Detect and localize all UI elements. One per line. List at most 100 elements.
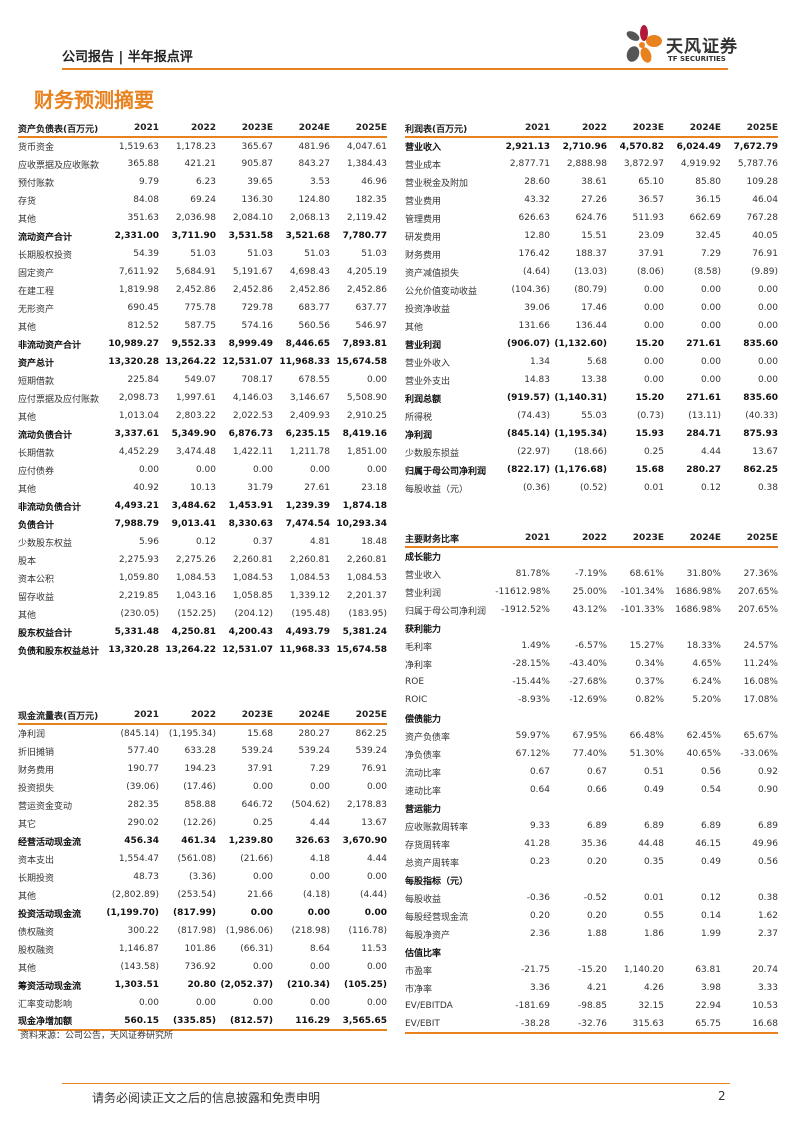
table-row: 在建工程 1,819.98 2,452.86 2,452.86 2,452.86 2,45… <box>18 281 387 299</box>
row-label: 市盈率 <box>405 966 433 977</box>
row-label: 资产减值损失 <box>405 268 460 279</box>
cell-value: 0.37 <box>252 537 273 547</box>
cell-value: 20.80 <box>187 980 216 990</box>
row-label: 财务费用 <box>18 765 55 776</box>
cell-value: 59.97% <box>515 731 550 741</box>
cell-value: -11612.98% <box>495 587 550 597</box>
table-row: 长期借款 4,452.29 3,474.48 1,422.11 1,211.78 1,85… <box>18 443 387 461</box>
cell-value: 16.68 <box>752 1018 778 1029</box>
cell-value: 7,780.77 <box>342 231 387 241</box>
table-title: 现金流量表(百万元) <box>18 707 102 725</box>
cell-value: 1,997.61 <box>175 393 216 403</box>
cell-value: 0.00 <box>366 998 387 1008</box>
cell-value: (152.25) <box>177 609 216 619</box>
cell-value: (919.57) <box>507 393 550 403</box>
cell-value: 3,872.97 <box>623 159 664 169</box>
balance-sheet-table: 资产负债表(百万元) 2021 2022 2023E 2024E 2025E 货币资金 1,5… <box>18 120 387 659</box>
cell-value: 9,013.41 <box>171 519 216 529</box>
cell-value: 11,968.33 <box>279 645 330 655</box>
cell-value: -27.68% <box>569 677 607 687</box>
cell-value: 0.00 <box>252 872 273 882</box>
cell-value: 326.63 <box>295 836 330 846</box>
table-header-row: 利润表(百万元) 2021 2022 2023E 2024E 2025E <box>405 120 778 138</box>
cell-value <box>607 799 664 817</box>
cell-value: 2,452.86 <box>175 285 216 295</box>
cell-value: 1,519.63 <box>118 141 159 152</box>
row-label: 财务费用 <box>405 250 442 261</box>
cell-value: 0.00 <box>307 908 330 918</box>
cell-value: 190.77 <box>127 764 160 774</box>
table-row: ROE -15.44% -27.68% 0.37% 6.24% 16.08% <box>405 673 778 691</box>
cell-value: 2,275.93 <box>118 555 159 565</box>
cell-value: 315.63 <box>632 1018 665 1029</box>
table-row: 营业费用 43.32 27.26 36.57 36.15 46.04 <box>405 191 778 209</box>
cell-value: 24.57% <box>743 641 778 651</box>
cell-value: 708.17 <box>241 375 274 385</box>
cell-value: 2,098.73 <box>118 393 159 403</box>
cell-value: 4.44 <box>700 447 721 457</box>
table-row: 其他 40.92 10.13 31.79 27.61 23.18 <box>18 479 387 497</box>
cell-value: 290.02 <box>127 818 160 828</box>
row-label: 负债合计 <box>18 520 55 531</box>
year-header: 2023E <box>607 120 664 138</box>
cell-value: -8.93% <box>518 695 550 705</box>
row-label: 营业利润 <box>405 588 442 599</box>
table-row: 投资净收益 39.06 17.46 0.00 0.00 0.00 <box>405 299 778 317</box>
cell-value: 0.38 <box>757 893 778 903</box>
cell-value: 2,452.86 <box>346 285 387 295</box>
cell-value: 2,119.42 <box>346 213 387 223</box>
row-label: 其他 <box>18 963 37 974</box>
cell-value: 546.97 <box>355 321 388 331</box>
cell-value: 62.45% <box>686 731 721 741</box>
row-label: 归属于母公司净利润 <box>405 606 487 617</box>
total-row: 负债合计 7,988.79 9,013.41 8,330.63 7,474.54 10,2… <box>18 515 387 533</box>
table-row: 无形资产 690.45 775.78 729.78 683.77 637.77 <box>18 299 387 317</box>
cell-value <box>493 943 550 961</box>
cell-value: (40.33) <box>745 411 778 421</box>
row-label: 少数股东权益 <box>18 538 73 549</box>
cell-value: 2,331.00 <box>114 231 159 241</box>
table-row: 营运资金变动 282.35 858.88 646.72 (504.62) 2,178.83 <box>18 796 387 814</box>
cell-value: 1.86 <box>643 929 664 939</box>
cell-value: (845.14) <box>120 728 159 739</box>
table-row: 应收票据及应收账款 365.88 421.21 905.87 843.27 1,384.4… <box>18 155 387 173</box>
cell-value: 6.89 <box>643 821 664 831</box>
table-row: 市盈率 -21.75 -15.20 1,140.20 63.81 20.74 <box>405 961 778 979</box>
cell-value: (4.44) <box>359 890 387 900</box>
cell-value: 0.00 <box>757 285 778 295</box>
cell-value: 136.30 <box>241 195 274 205</box>
cell-value: 3.33 <box>757 983 778 993</box>
table-row: 固定资产 7,611.92 5,684.91 5,191.67 4,698.43 4,20… <box>18 263 387 281</box>
cell-value: -21.75 <box>520 965 550 975</box>
table-row: 其他 351.63 2,036.98 2,084.10 2,068.13 2,119.42 <box>18 209 387 227</box>
cell-value: 0.56 <box>700 767 721 777</box>
cell-value: 0.00 <box>366 465 387 475</box>
row-label: 留存收益 <box>18 592 55 603</box>
table-row: 其他 812.52 587.75 574.16 560.56 546.97 <box>18 317 387 335</box>
table-row: EV/EBITDA -181.69 -98.85 32.15 22.94 10.53 <box>405 997 778 1015</box>
cell-value: 0.35 <box>643 857 664 867</box>
table-row: 其他 1,013.04 2,803.22 2,022.53 2,409.93 2,910.… <box>18 407 387 425</box>
year-header: 2022 <box>550 120 607 138</box>
total-row: 利润总额 (919.57) (1,140.31) 15.20 271.61 835.60 <box>405 389 778 407</box>
row-label: 长期股权投资 <box>18 250 73 261</box>
row-label: 净负债率 <box>405 750 442 761</box>
year-header: 2025E <box>721 120 778 138</box>
row-label: 短期借款 <box>18 376 55 387</box>
cell-value: 662.69 <box>689 213 722 223</box>
cell-value: (39.06) <box>126 782 159 792</box>
table-header-row: 现金流量表(百万元) 2021 2022 2023E 2024E 2025E <box>18 707 387 725</box>
table-row: 每股收益（元） (0.36) (0.52) 0.01 0.12 0.38 <box>405 479 778 497</box>
cell-value: 21.66 <box>247 890 273 900</box>
footer-divider <box>62 1083 730 1084</box>
total-row: 流动负债合计 3,337.61 5,349.90 6,876.73 6,235.15 8,… <box>18 425 387 443</box>
table-row: 每股经营现金流 0.20 0.20 0.55 0.14 1.62 <box>405 907 778 925</box>
row-label: 每股收益 <box>405 894 442 905</box>
row-label: 每股净资产 <box>405 930 451 941</box>
cell-value: 15.93 <box>635 429 664 439</box>
cell-value: 13.38 <box>581 375 607 385</box>
table-row: 净负债率 67.12% 77.40% 51.30% 40.65% -33.06% <box>405 745 778 763</box>
table-row: 少数股东权益 5.96 0.12 0.37 4.81 18.48 <box>18 533 387 551</box>
cell-value: 1,453.91 <box>228 501 273 511</box>
cell-value: 124.80 <box>298 195 331 205</box>
